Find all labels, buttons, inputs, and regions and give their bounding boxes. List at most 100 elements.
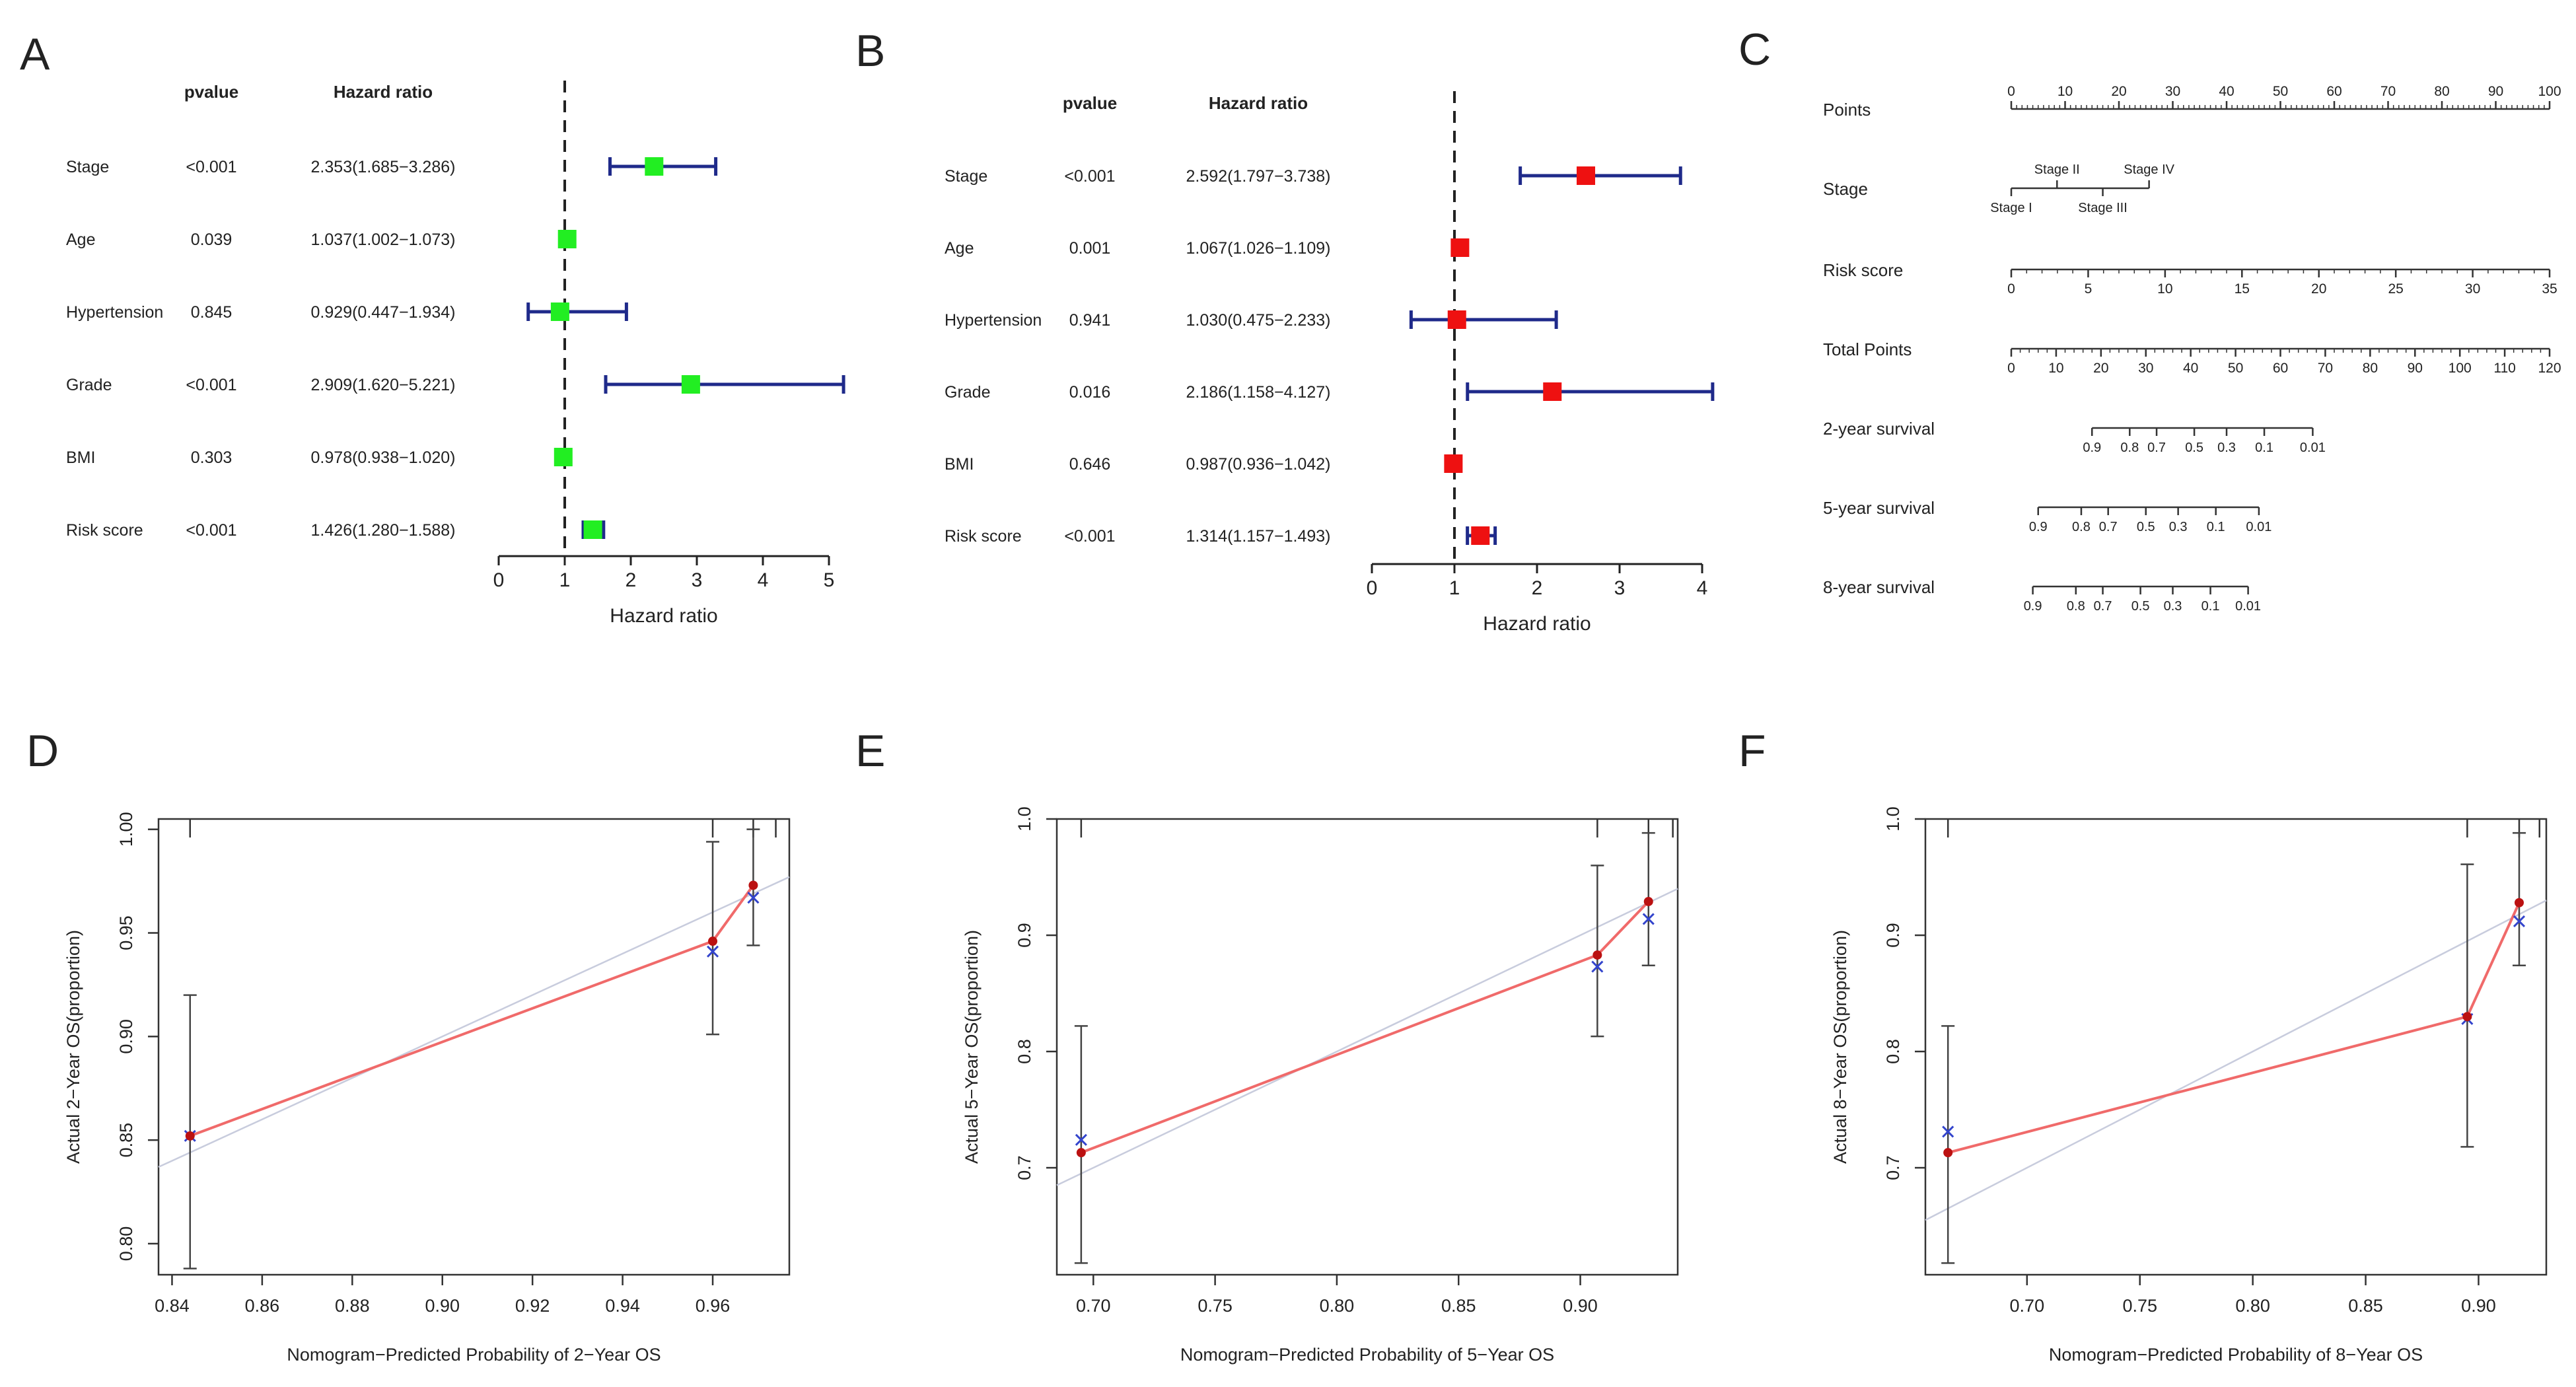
survival-tick-label: 0.8 bbox=[2120, 441, 2139, 455]
scale-tick-label: 10 bbox=[2157, 281, 2172, 297]
scale-tick-label: 15 bbox=[2235, 281, 2250, 297]
survival-tick-label: 0.8 bbox=[2067, 599, 2085, 614]
scale-tick-label: 30 bbox=[2465, 281, 2480, 297]
scale-tick-label: 120 bbox=[2538, 361, 2561, 376]
scale-tick-label: 0 bbox=[2007, 361, 2015, 376]
x-axis-title: Nomogram−Predicted Probability of 8−Year… bbox=[2049, 1345, 2423, 1365]
plot-frame bbox=[157, 818, 791, 1276]
y-tick-label: 0.80 bbox=[116, 1227, 136, 1262]
row-hazard-ratio: 2.909(1.620−5.221) bbox=[311, 376, 456, 394]
hazard-ratio-marker bbox=[554, 448, 573, 466]
survival-tick-label: 0.8 bbox=[2072, 520, 2091, 534]
hazard-ratio-marker bbox=[1543, 382, 1562, 401]
observed-point bbox=[1076, 1148, 1086, 1158]
x-axis-title: Nomogram−Predicted Probability of 2−Year… bbox=[287, 1345, 661, 1365]
x-tick-label: 0.94 bbox=[605, 1296, 640, 1316]
row-pvalue: <0.001 bbox=[186, 376, 236, 394]
scale-tick-label: 80 bbox=[2363, 361, 2378, 376]
row-hazard-ratio: 2.592(1.797−3.738) bbox=[1186, 167, 1331, 186]
hazard-ratio-marker bbox=[550, 302, 569, 321]
x-tick-label: 0 bbox=[1367, 577, 1378, 599]
row-pvalue: 0.016 bbox=[1069, 383, 1111, 402]
row-pvalue: <0.001 bbox=[186, 521, 236, 540]
y-axis-title: Actual 2−Year OS(proportion) bbox=[63, 930, 83, 1164]
row-pvalue: 0.646 bbox=[1069, 455, 1111, 474]
row-pvalue: 0.941 bbox=[1069, 311, 1111, 330]
row-pvalue: 0.039 bbox=[191, 231, 233, 249]
nomogram-row-label: Stage bbox=[1823, 179, 1868, 199]
stage-tick-label: Stage III bbox=[2078, 201, 2128, 215]
scale-tick-label: 100 bbox=[2449, 361, 2472, 376]
row-label: Grade bbox=[66, 376, 112, 394]
row-pvalue: 0.001 bbox=[1069, 239, 1111, 258]
x-tick-label: 3 bbox=[692, 569, 703, 591]
y-tick-label: 0.90 bbox=[116, 1019, 136, 1054]
row-hazard-ratio: 1.030(0.475−2.233) bbox=[1186, 311, 1331, 330]
survival-tick-label: 0.5 bbox=[2185, 441, 2203, 455]
y-tick-label: 0.9 bbox=[1015, 923, 1034, 948]
survival-tick-label: 0.9 bbox=[2083, 441, 2101, 455]
scale-tick-label: 60 bbox=[2326, 84, 2342, 99]
survival-tick-label: 0.7 bbox=[2094, 599, 2112, 614]
row-pvalue: <0.001 bbox=[186, 158, 236, 176]
ideal-reference-line bbox=[1925, 900, 2547, 1221]
survival-tick-label: 0.9 bbox=[2024, 599, 2042, 614]
survival-tick-label: 0.01 bbox=[2235, 599, 2261, 614]
x-tick-label: 0.90 bbox=[425, 1296, 460, 1316]
row-hazard-ratio: 0.987(0.936−1.042) bbox=[1186, 455, 1331, 474]
x-tick-label: 0.84 bbox=[155, 1296, 190, 1316]
x-tick-label: 1 bbox=[1449, 577, 1460, 599]
nomogram-row-label: Total Points bbox=[1823, 339, 1912, 359]
nomogram-row-label: 8-year survival bbox=[1823, 577, 1935, 597]
row-label: Risk score bbox=[66, 521, 143, 540]
bias-corrected-cross bbox=[706, 945, 719, 958]
y-tick-label: 1.00 bbox=[116, 812, 136, 847]
x-tick-label: 2 bbox=[1532, 577, 1543, 599]
row-label: Age bbox=[945, 239, 974, 258]
x-tick-label: 5 bbox=[824, 569, 835, 591]
hazard-ratio-header: Hazard ratio bbox=[1209, 93, 1308, 113]
row-label: BMI bbox=[66, 448, 95, 467]
observed-point bbox=[185, 1131, 195, 1141]
row-hazard-ratio: 2.353(1.685−3.286) bbox=[311, 158, 456, 176]
stage-tick-label: Stage II bbox=[2034, 162, 2080, 177]
stage-tick-label: Stage IV bbox=[2124, 162, 2174, 177]
calibration-curve bbox=[190, 884, 755, 1137]
panel-b-forest-plot: pvalue Hazard ratio Stage <0.001 2.592(1.797… bbox=[945, 91, 1715, 635]
scale-tick-label: 0 bbox=[2007, 281, 2015, 297]
x-tick-label: 0.75 bbox=[1198, 1296, 1233, 1316]
pvalue-header: pvalue bbox=[1063, 93, 1117, 113]
row-pvalue: <0.001 bbox=[1064, 167, 1115, 186]
scale-tick-label: 50 bbox=[2228, 361, 2243, 376]
bias-corrected-cross bbox=[1942, 1125, 1954, 1138]
observed-point bbox=[1592, 950, 1602, 960]
stage-tick-label: Stage I bbox=[1990, 201, 2032, 215]
x-tick-label: 0.80 bbox=[2235, 1296, 2270, 1316]
pvalue-header: pvalue bbox=[184, 82, 238, 102]
nomogram-row-label: 2-year survival bbox=[1823, 419, 1935, 439]
row-hazard-ratio: 1.037(1.002−1.073) bbox=[311, 231, 456, 249]
x-axis-title: Nomogram−Predicted Probability of 5−Year… bbox=[1180, 1345, 1554, 1365]
row-hazard-ratio: 1.067(1.026−1.109) bbox=[1186, 239, 1331, 258]
y-tick-label: 1.0 bbox=[1015, 806, 1034, 832]
y-axis-title: Actual 8−Year OS(proportion) bbox=[1830, 930, 1850, 1164]
x-tick-label: 0.90 bbox=[2461, 1296, 2496, 1316]
survival-tick-label: 0.7 bbox=[2099, 520, 2118, 534]
panel-a-forest-plot: pvalue Hazard ratio Stage <0.001 2.353(1.685… bbox=[66, 81, 845, 627]
scale-tick-label: 90 bbox=[2408, 361, 2423, 376]
row-hazard-ratio: 2.186(1.158−4.127) bbox=[1186, 383, 1331, 402]
survival-tick-label: 0.1 bbox=[2207, 520, 2225, 534]
x-tick-label: 0.92 bbox=[515, 1296, 550, 1316]
plot-frame bbox=[1055, 818, 1679, 1276]
nomogram-row-label: 5-year survival bbox=[1823, 498, 1935, 518]
x-tick-label: 4 bbox=[758, 569, 769, 591]
y-tick-label: 0.8 bbox=[1015, 1039, 1034, 1064]
hazard-ratio-marker bbox=[1577, 166, 1595, 185]
survival-tick-label: 0.9 bbox=[2029, 520, 2048, 534]
survival-tick-label: 0.3 bbox=[2217, 441, 2236, 455]
scale-tick-label: 80 bbox=[2434, 84, 2449, 99]
panel-e-calibration-plot: 0.70 0.75 0.80 0.85 0.90 0.7 0.8 0.9 1.0 Nomogram… bbox=[962, 806, 1679, 1365]
scale-tick-label: 10 bbox=[2057, 84, 2073, 99]
hazard-ratio-marker bbox=[645, 157, 664, 176]
